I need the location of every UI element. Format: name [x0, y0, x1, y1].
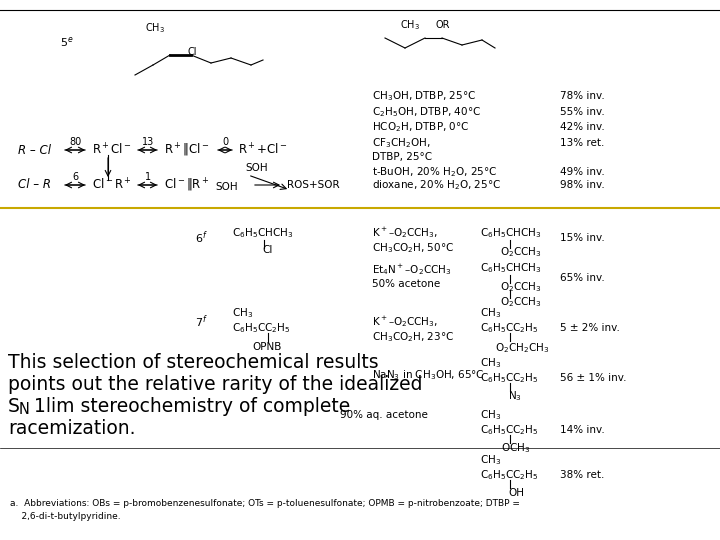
Text: O$_2$CCH$_3$: O$_2$CCH$_3$ — [500, 245, 541, 259]
Text: K$^+$–O$_2$CCH$_3$,: K$^+$–O$_2$CCH$_3$, — [372, 314, 438, 329]
Text: CH$_3$: CH$_3$ — [400, 18, 420, 32]
Text: racemization.: racemization. — [8, 418, 135, 437]
Text: OH: OH — [508, 488, 524, 498]
Text: 38% ret.: 38% ret. — [560, 470, 604, 480]
Text: R – Cl: R – Cl — [18, 144, 51, 157]
Text: 5$^e$: 5$^e$ — [60, 35, 73, 49]
Text: CF$_3$CH$_2$OH,: CF$_3$CH$_2$OH, — [372, 136, 431, 150]
Text: 56 ± 1% inv.: 56 ± 1% inv. — [560, 373, 626, 383]
Text: 90% aq. acetone: 90% aq. acetone — [340, 410, 428, 420]
Text: CH$_3$: CH$_3$ — [480, 356, 501, 370]
Text: O$_2$CCH$_3$: O$_2$CCH$_3$ — [500, 280, 541, 294]
Text: Cl: Cl — [262, 245, 272, 255]
Text: points out the relative rarity of the idealized: points out the relative rarity of the id… — [8, 375, 423, 394]
Text: R$^+$+Cl$^-$: R$^+$+Cl$^-$ — [238, 143, 288, 158]
Text: 55% inv.: 55% inv. — [560, 107, 605, 117]
Text: 65% inv.: 65% inv. — [560, 273, 605, 283]
Text: 7$^f$: 7$^f$ — [195, 314, 208, 330]
Text: OR: OR — [435, 20, 449, 30]
Text: R$^+$Cl$^-$: R$^+$Cl$^-$ — [92, 143, 132, 158]
Text: 80: 80 — [69, 137, 81, 147]
Text: CH$_3$CO$_2$H, 23°C: CH$_3$CO$_2$H, 23°C — [372, 330, 454, 344]
Text: dioxane, 20% H$_2$O, 25°C: dioxane, 20% H$_2$O, 25°C — [372, 178, 501, 192]
Text: CH$_3$: CH$_3$ — [480, 306, 501, 320]
Text: R$^+$‖Cl$^-$: R$^+$‖Cl$^-$ — [164, 141, 210, 159]
Text: HCO$_2$H, DTBP, 0°C: HCO$_2$H, DTBP, 0°C — [372, 120, 469, 134]
Text: C$_6$H$_5$CHCH$_3$: C$_6$H$_5$CHCH$_3$ — [480, 261, 541, 275]
Text: CH$_3$OH, DTBP, 25°C: CH$_3$OH, DTBP, 25°C — [372, 89, 476, 103]
Text: a.  Abbreviations: OBs = p-bromobenzenesulfonate; OTs = p-toluenesulfonate; OPMB: a. Abbreviations: OBs = p-bromobenzenesu… — [10, 500, 520, 521]
Text: 6: 6 — [72, 172, 78, 182]
Text: SOH: SOH — [215, 182, 238, 192]
Text: 98% inv.: 98% inv. — [560, 180, 605, 190]
Text: C$_6$H$_5$CC$_2$H$_5$: C$_6$H$_5$CC$_2$H$_5$ — [480, 321, 539, 335]
Text: O$_2$CCH$_3$: O$_2$CCH$_3$ — [500, 295, 541, 309]
Text: t-BuOH, 20% H$_2$O, 25°C: t-BuOH, 20% H$_2$O, 25°C — [372, 165, 497, 179]
Text: OPNB: OPNB — [252, 342, 282, 352]
Text: 78% inv.: 78% inv. — [560, 91, 605, 101]
Text: 15% inv.: 15% inv. — [560, 233, 605, 243]
Text: Cl: Cl — [188, 47, 197, 57]
Text: SOH: SOH — [245, 163, 268, 173]
Text: C$_6$H$_5$CC$_2$H$_5$: C$_6$H$_5$CC$_2$H$_5$ — [480, 423, 539, 437]
Text: This selection of stereochemical results: This selection of stereochemical results — [8, 353, 379, 372]
Text: C$_6$H$_5$CC$_2$H$_5$: C$_6$H$_5$CC$_2$H$_5$ — [480, 371, 539, 385]
Text: 1: 1 — [145, 172, 151, 182]
Text: C$_6$H$_5$CC$_2$H$_5$: C$_6$H$_5$CC$_2$H$_5$ — [480, 468, 539, 482]
Text: N: N — [19, 402, 30, 416]
Text: 42% inv.: 42% inv. — [560, 122, 605, 132]
Text: CH$_3$: CH$_3$ — [480, 453, 501, 467]
Text: 0: 0 — [222, 137, 228, 147]
Text: 13: 13 — [142, 137, 154, 147]
Text: C$_6$H$_5$CC$_2$H$_5$: C$_6$H$_5$CC$_2$H$_5$ — [232, 321, 290, 335]
Text: N$_3$: N$_3$ — [508, 389, 522, 403]
Text: ROS+SOR: ROS+SOR — [287, 180, 340, 190]
Text: 1lim stereochemistry of complete: 1lim stereochemistry of complete — [28, 396, 350, 415]
Text: Cl$^-$‖R$^+$: Cl$^-$‖R$^+$ — [164, 177, 210, 194]
Text: 13% ret.: 13% ret. — [560, 138, 604, 148]
Text: C$_6$H$_5$CHCH$_3$: C$_6$H$_5$CHCH$_3$ — [480, 226, 541, 240]
Text: S: S — [8, 396, 20, 415]
Text: CH$_3$: CH$_3$ — [145, 21, 165, 35]
Text: Et$_4$N$^+$–O$_2$CCH$_3$: Et$_4$N$^+$–O$_2$CCH$_3$ — [372, 262, 451, 278]
Text: Cl – R: Cl – R — [18, 179, 51, 192]
Text: C$_6$H$_5$CHCH$_3$: C$_6$H$_5$CHCH$_3$ — [232, 226, 293, 240]
Text: 5 ± 2% inv.: 5 ± 2% inv. — [560, 323, 620, 333]
Text: 50% acetone: 50% acetone — [372, 279, 440, 289]
Text: DTBP, 25°C: DTBP, 25°C — [372, 152, 432, 162]
Text: C$_2$H$_5$OH, DTBP, 40°C: C$_2$H$_5$OH, DTBP, 40°C — [372, 105, 481, 119]
Text: CH$_3$: CH$_3$ — [232, 306, 253, 320]
Text: CH$_3$: CH$_3$ — [480, 408, 501, 422]
Text: CH$_3$CO$_2$H, 50°C: CH$_3$CO$_2$H, 50°C — [372, 241, 454, 255]
Text: 49% inv.: 49% inv. — [560, 167, 605, 177]
Text: NaN$_3$ in CH$_3$OH, 65°C: NaN$_3$ in CH$_3$OH, 65°C — [372, 368, 485, 382]
Text: Cl$^-$R$^+$: Cl$^-$R$^+$ — [92, 177, 132, 193]
Text: O$_2$CH$_2$CH$_3$: O$_2$CH$_2$CH$_3$ — [495, 341, 549, 355]
Text: 6$^f$: 6$^f$ — [195, 230, 208, 246]
Text: OCH$_3$: OCH$_3$ — [501, 441, 531, 455]
Text: K$^+$–O$_2$CCH$_3$,: K$^+$–O$_2$CCH$_3$, — [372, 226, 438, 240]
Text: 14% inv.: 14% inv. — [560, 425, 605, 435]
